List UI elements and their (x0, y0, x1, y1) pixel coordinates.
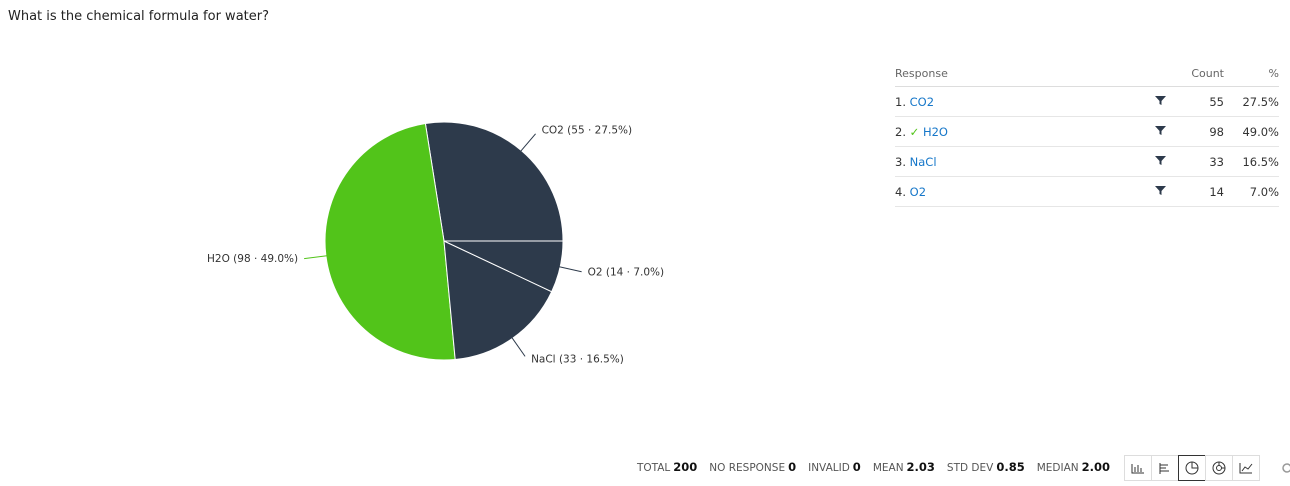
count-cell: 98 (1174, 116, 1224, 147)
stat: INVALID 0 (808, 460, 861, 474)
filter-cell (1134, 176, 1174, 207)
response-link[interactable]: NaCl (909, 154, 937, 169)
response-cell: 1. CO2 (895, 86, 1134, 117)
response-cell: 4. O2 (895, 176, 1134, 207)
stat-value: 2.00 (1081, 460, 1110, 474)
row-index: 1. (895, 94, 906, 109)
percent-cell: 27.5% (1224, 86, 1279, 117)
column-header: Response (895, 62, 1134, 87)
response-link[interactable]: CO2 (909, 94, 935, 109)
filter-icon[interactable] (1134, 184, 1174, 196)
leader-line (510, 336, 526, 357)
stat: TOTAL 200 (637, 460, 697, 474)
pie-slice (424, 121, 564, 242)
pie-chart: CO2 (55 · 27.5%) H2O (98 · 49.0%) NaCl (33… (207, 121, 665, 366)
count-cell: 55 (1174, 86, 1224, 117)
question-title: What is the chemical formula for water? (8, 9, 269, 24)
bar-chart-button[interactable] (1124, 455, 1152, 481)
hbar-chart-button[interactable] (1151, 455, 1179, 481)
response-link[interactable]: H2O (922, 124, 948, 139)
column-header: % (1224, 62, 1279, 87)
stat-label: MEDIAN (1036, 462, 1079, 474)
settings-icon[interactable] (1280, 459, 1290, 477)
response-cell: 2. ✓ H2O (895, 116, 1134, 147)
chart-type-toolbar (1124, 455, 1260, 481)
stat-value: 200 (673, 460, 698, 474)
pie-chart-button[interactable] (1178, 455, 1206, 481)
stat-value: 0 (852, 460, 861, 474)
slice-label: CO2 (55 · 27.5%) (542, 125, 633, 137)
filter-cell (1134, 146, 1174, 177)
response-link[interactable]: O2 (909, 184, 927, 199)
filter-icon[interactable] (1134, 124, 1174, 136)
response-row: 1. CO2 55 27.5% (895, 86, 1279, 117)
filter-cell (1134, 116, 1174, 147)
stat-value: 0.85 (996, 460, 1025, 474)
stat-value: 0 (788, 460, 797, 474)
response-row: 2. ✓ H2O 98 49.0% (895, 116, 1279, 147)
leader-line (558, 266, 582, 273)
stats-bar: TOTAL 200 NO RESPONSE 0 INVALID 0 MEAN 2.03 STD … (637, 460, 1110, 474)
stat: MEDIAN 2.00 (1037, 460, 1110, 474)
stat-label: NO RESPONSE (709, 462, 786, 474)
slice-label: NaCl (33 · 16.5%) (531, 354, 624, 366)
stat-label: INVALID (808, 462, 850, 474)
line-chart-button[interactable] (1232, 455, 1260, 481)
stat: MEAN 2.03 (873, 460, 935, 474)
stat-label: MEAN (872, 462, 904, 474)
stat: STD DEV 0.85 (947, 460, 1025, 474)
stat: NO RESPONSE 0 (709, 460, 796, 474)
response-row: 3. NaCl 33 16.5% (895, 146, 1279, 177)
leader-line (304, 255, 328, 260)
count-cell: 33 (1174, 146, 1224, 177)
row-index: 2. (895, 124, 906, 139)
row-index: 4. (895, 184, 906, 199)
stat-label: STD DEV (946, 462, 994, 474)
percent-cell: 7.0% (1224, 176, 1279, 207)
leader-line (519, 133, 536, 153)
filter-cell (1134, 86, 1174, 117)
stat-label: TOTAL (636, 462, 671, 474)
count-cell: 14 (1174, 176, 1224, 207)
slice-label: O2 (14 · 7.0%) (588, 267, 665, 279)
filter-icon[interactable] (1134, 94, 1174, 106)
response-row: 4. O2 14 7.0% (895, 176, 1279, 207)
stat-value: 2.03 (906, 460, 935, 474)
correct-mark: ✓ (909, 124, 920, 139)
response-table: Response Count % 1. CO2 55 27.5% 2. ✓ H2O 98… (895, 62, 1279, 207)
column-header: Count (1174, 62, 1224, 87)
percent-cell: 49.0% (1224, 116, 1279, 147)
percent-cell: 16.5% (1224, 146, 1279, 177)
donut-chart-button[interactable] (1205, 455, 1233, 481)
row-index: 3. (895, 154, 906, 169)
filter-icon[interactable] (1134, 154, 1174, 166)
slice-label: H2O (98 · 49.0%) (207, 253, 298, 265)
response-cell: 3. NaCl (895, 146, 1134, 177)
